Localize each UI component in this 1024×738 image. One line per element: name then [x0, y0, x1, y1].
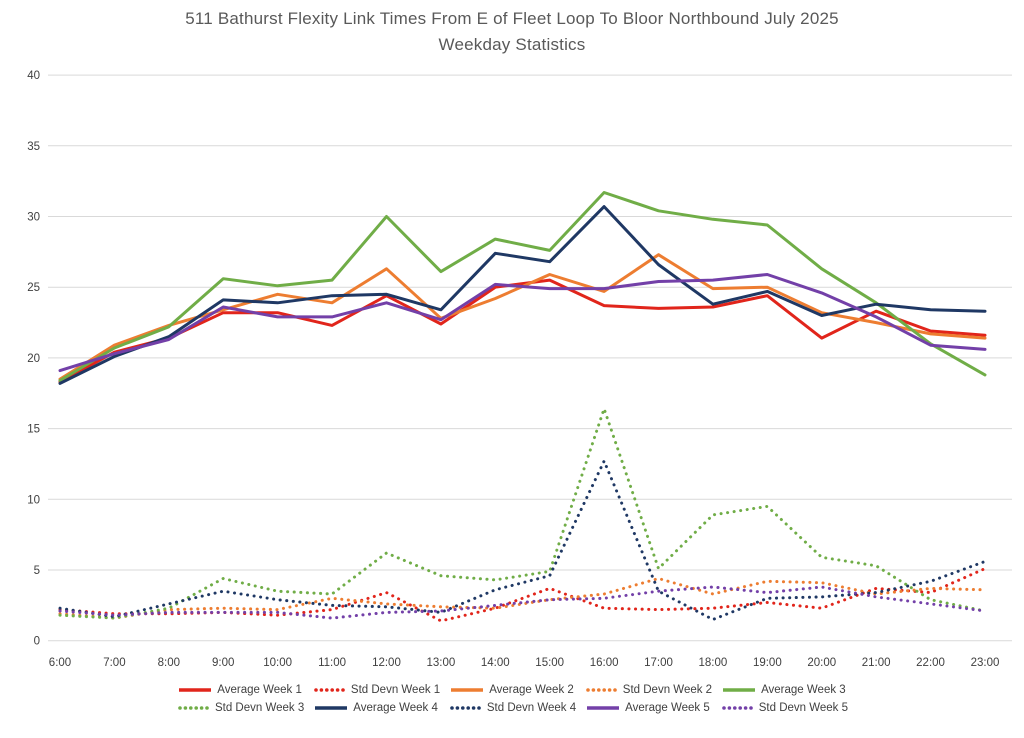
legend-swatch-solid — [723, 688, 756, 692]
series-line-average-week-4 — [58, 205, 987, 385]
legend-item-std-devn-week-3: Std Devn Week 3 — [176, 702, 304, 714]
legend-swatch-dotted — [450, 706, 481, 710]
y-axis-label-30: 30 — [27, 212, 40, 224]
legend-item-std-devn-week-5: Std Devn Week 5 — [720, 702, 848, 714]
chart-title-line1: 511 Bathurst Flexity Link Times From E o… — [185, 9, 839, 28]
series-line-average-week-5 — [58, 273, 987, 373]
legend-item-average-week-2: Average Week 2 — [450, 684, 574, 696]
x-axis-label-12:00: 12:00 — [372, 657, 401, 669]
chart-legend: Average Week 1 Std Devn Week 1 Average Wee… — [0, 684, 1024, 714]
x-axis-label-16:00: 16:00 — [590, 657, 619, 669]
legend-label: Std Devn Week 3 — [214, 702, 305, 714]
y-axis-label-5: 5 — [34, 565, 40, 577]
series-line-std-devn-week-3 — [58, 407, 987, 620]
legend-label: Std Devn Week 2 — [622, 684, 713, 696]
y-axis-label-0: 0 — [34, 636, 40, 648]
legend-item-average-week-4: Average Week 4 — [314, 702, 438, 714]
legend-swatch-solid — [587, 706, 620, 710]
x-axis-label-22:00: 22:00 — [916, 657, 945, 669]
y-axis-label-25: 25 — [27, 282, 40, 294]
y-axis-label-10: 10 — [27, 494, 40, 506]
x-axis-label-15:00: 15:00 — [535, 657, 564, 669]
legend-label: Average Week 1 — [217, 684, 302, 696]
chart-plot-area: 0 5 10 15 20 25 30 35 40 6:00 7:00 8:00 9:00 10:00 11:… — [27, 70, 1012, 669]
x-axis-label-17:00: 17:00 — [644, 657, 673, 669]
y-axis-label-40: 40 — [27, 70, 40, 82]
legend-swatch-solid — [315, 706, 348, 710]
legend-item-average-week-5: Average Week 5 — [586, 702, 710, 714]
chart-title-line2: Weekday Statistics — [438, 35, 586, 54]
legend-swatch-dotted — [585, 688, 617, 692]
series-line-std-devn-week-4 — [58, 459, 987, 621]
legend-label: Average Week 5 — [625, 702, 710, 714]
legend-item-average-week-1: Average Week 1 — [178, 684, 302, 696]
legend-item-average-week-3: Average Week 3 — [722, 684, 846, 696]
x-axis-label-20:00: 20:00 — [807, 657, 836, 669]
chart-title: 511 Bathurst Flexity Link Times From E o… — [0, 6, 1024, 58]
x-axis-label-19:00: 19:00 — [753, 657, 782, 669]
legend-swatch-solid — [451, 688, 484, 692]
legend-swatch-dotted — [314, 688, 345, 692]
series-line-std-devn-week-1 — [58, 567, 987, 623]
x-axis-label-7:00: 7:00 — [103, 657, 125, 669]
x-axis-label-11:00: 11:00 — [318, 657, 346, 669]
x-axis-label-23:00: 23:00 — [971, 657, 1000, 669]
legend-row-1: Average Week 1 Std Devn Week 1 Average Wee… — [178, 684, 846, 696]
legend-label: Std Devn Week 1 — [350, 684, 441, 696]
legend-label: Std Devn Week 5 — [758, 702, 849, 714]
legend-swatch-solid — [179, 688, 212, 692]
legend-label: Average Week 4 — [353, 702, 438, 714]
series-line-std-devn-week-5 — [58, 585, 987, 620]
y-axis-label-15: 15 — [27, 424, 40, 436]
series-line-average-week-3 — [58, 191, 987, 382]
legend-label: Std Devn Week 4 — [486, 702, 577, 714]
series-line-std-devn-week-2 — [58, 577, 987, 620]
legend-swatch-dotted — [178, 706, 209, 710]
x-axis-label-6:00: 6:00 — [49, 657, 71, 669]
x-axis-label-9:00: 9:00 — [212, 657, 234, 669]
y-axis-label-20: 20 — [27, 353, 40, 365]
x-axis-label-14:00: 14:00 — [481, 657, 510, 669]
legend-item-std-devn-week-2: Std Devn Week 2 — [584, 684, 712, 696]
y-axis-label-35: 35 — [27, 141, 40, 153]
legend-item-std-devn-week-4: Std Devn Week 4 — [448, 702, 576, 714]
x-axis-label-21:00: 21:00 — [862, 657, 891, 669]
x-axis-label-10:00: 10:00 — [263, 657, 292, 669]
legend-swatch-dotted — [721, 706, 753, 710]
legend-label: Average Week 3 — [761, 684, 846, 696]
legend-row-2: Std Devn Week 3 Average Week 4 Std Devn We… — [176, 702, 848, 714]
x-axis-label-18:00: 18:00 — [699, 657, 728, 669]
legend-label: Average Week 2 — [489, 684, 574, 696]
series-line-average-week-1 — [58, 278, 987, 384]
x-axis-label-8:00: 8:00 — [158, 657, 180, 669]
x-axis-label-13:00: 13:00 — [426, 657, 455, 669]
legend-item-std-devn-week-1: Std Devn Week 1 — [312, 684, 440, 696]
